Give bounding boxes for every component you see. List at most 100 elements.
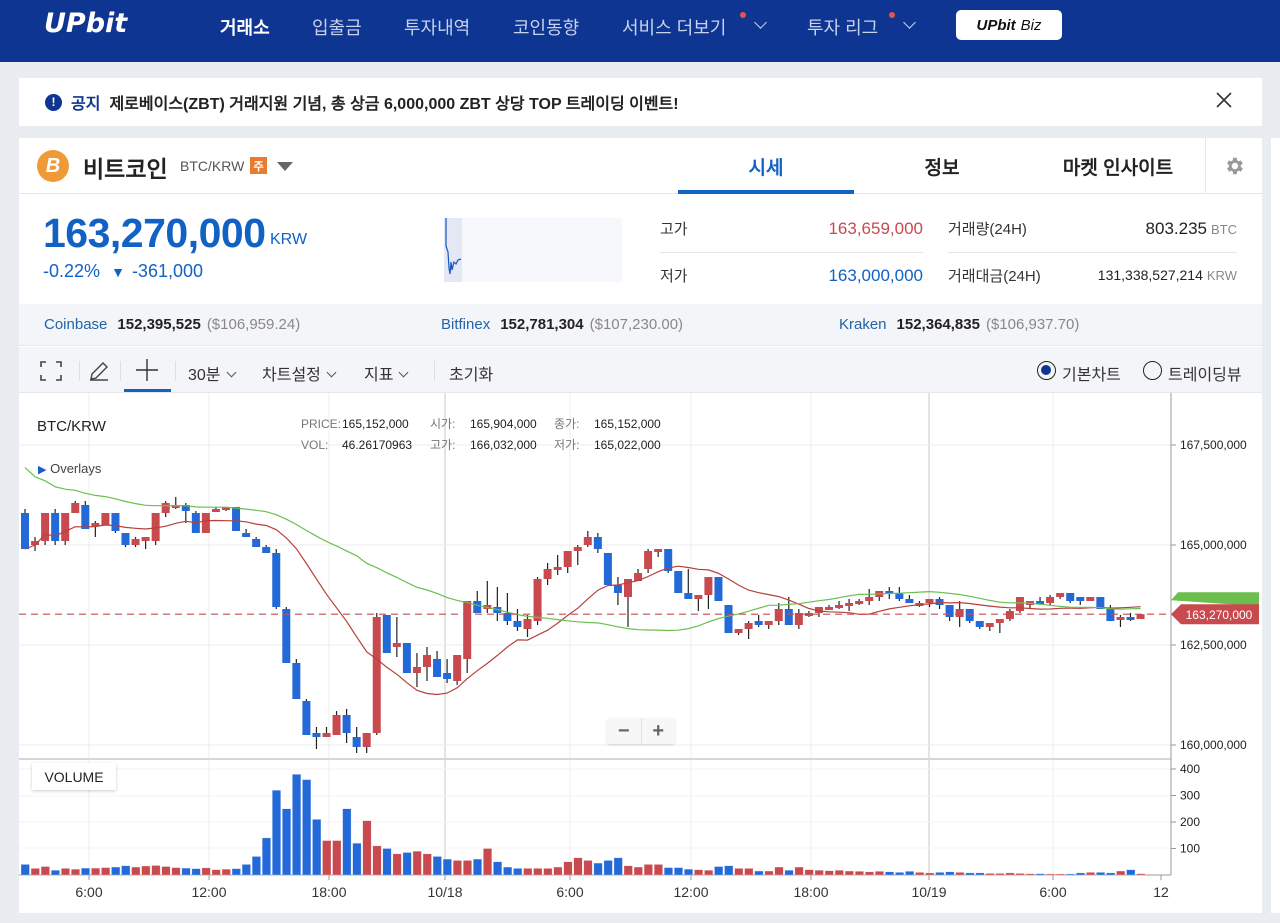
crosshair-icon[interactable] bbox=[136, 359, 158, 381]
new-badge-dot bbox=[889, 12, 895, 18]
ohlc-info: PRICE:165,152,000 시가: 165,904,000 종가: 165,15… bbox=[301, 414, 661, 456]
divider bbox=[434, 361, 435, 381]
divider bbox=[175, 361, 176, 381]
price-unit: KRW bbox=[270, 231, 308, 248]
svg-text:160,000,000: 160,000,000 bbox=[1180, 738, 1247, 752]
reset-button[interactable]: 초기화 bbox=[449, 367, 494, 384]
bitcoin-icon: B bbox=[37, 150, 69, 182]
down-arrow-icon: ▼ bbox=[111, 264, 125, 280]
nav-item-4[interactable]: 서비스 더보기 bbox=[622, 18, 727, 38]
active-tool-indicator bbox=[124, 389, 171, 392]
exchange-name[interactable]: Bitfinex bbox=[441, 316, 491, 333]
exchange-krw: 152,395,525 bbox=[117, 316, 201, 333]
info-low: 165,022,000 bbox=[594, 438, 661, 452]
high-label: 고가 bbox=[660, 221, 688, 238]
svg-text:167,500,000: 167,500,000 bbox=[1180, 438, 1247, 452]
indicators-label: 지표 bbox=[364, 367, 394, 384]
svg-text:18:00: 18:00 bbox=[311, 884, 346, 900]
high-value: 163,659,000 bbox=[828, 219, 923, 238]
svg-text:162,500,000: 162,500,000 bbox=[1180, 638, 1247, 652]
chevron-down-icon[interactable] bbox=[754, 16, 767, 29]
exchange-usd: ($107,230.00) bbox=[589, 316, 684, 333]
trading-view-label[interactable]: 트레이딩뷰 bbox=[1168, 367, 1242, 384]
zoom-out-button[interactable]: − bbox=[607, 718, 642, 744]
upbit-biz-button[interactable]: UPbit Biz bbox=[956, 10, 1062, 40]
overlays-toggle[interactable]: ▶ Overlays bbox=[38, 461, 101, 476]
coin-dropdown-icon[interactable] bbox=[277, 162, 293, 171]
radio-basic-chart[interactable] bbox=[1037, 361, 1056, 380]
exchange-krw: 152,781,304 bbox=[500, 316, 584, 333]
coin-header: B 비트코인 BTC/KRW 주 시세 정보 마켓 인사이트 bbox=[19, 138, 1262, 194]
current-price: 163,270,000 bbox=[43, 210, 266, 256]
chevron-down-icon bbox=[326, 367, 337, 378]
chart-settings-label: 차트설정 bbox=[262, 367, 321, 384]
caution-badge: 주 bbox=[250, 157, 267, 174]
volume-24h-value: 803.235 bbox=[1145, 219, 1207, 238]
nav-item-2[interactable]: 투자내역 bbox=[404, 18, 471, 38]
svg-text:165,000,000: 165,000,000 bbox=[1180, 538, 1247, 552]
close-icon[interactable] bbox=[1214, 90, 1234, 110]
exchange-usd: ($106,937.70) bbox=[985, 316, 1080, 333]
svg-text:300: 300 bbox=[1180, 789, 1200, 803]
low-label: 저가 bbox=[660, 268, 688, 285]
exchange-name[interactable]: Coinbase bbox=[44, 316, 108, 333]
svg-text:6:00: 6:00 bbox=[75, 884, 102, 900]
value-24h-label: 거래대금(24H) bbox=[948, 268, 1041, 285]
nav-item-1[interactable]: 입출금 bbox=[312, 18, 362, 38]
chart-toolbar: 30분 차트설정 지표 초기화 기본차트 트레이딩뷰 bbox=[19, 347, 1262, 393]
svg-text:200: 200 bbox=[1180, 815, 1200, 829]
basic-chart-label[interactable]: 기본차트 bbox=[1062, 367, 1121, 384]
exchange-kraken: Kraken 152,364,835 ($106,937.70) bbox=[839, 316, 1079, 333]
info-open: 165,904,000 bbox=[470, 417, 537, 431]
divider bbox=[120, 361, 121, 381]
coin-pair: BTC/KRW bbox=[180, 158, 245, 174]
zoom-in-button[interactable]: + bbox=[652, 719, 665, 742]
tab-price[interactable]: 시세 bbox=[748, 157, 784, 179]
svg-text:6:00: 6:00 bbox=[556, 884, 583, 900]
fullscreen-icon[interactable] bbox=[40, 361, 62, 381]
top-navigation: UPbit 거래소 입출금 투자내역 코인동향 서비스 더보기 투자 리그 UPbit B… bbox=[0, 0, 1280, 62]
value-unit: KRW bbox=[1206, 268, 1237, 283]
svg-text:10/19: 10/19 bbox=[911, 884, 946, 900]
radio-trading-view[interactable] bbox=[1143, 361, 1162, 380]
exchange-krw: 152,364,835 bbox=[896, 316, 980, 333]
interval-dropdown[interactable]: 30분 bbox=[188, 361, 236, 385]
tab-info[interactable]: 정보 bbox=[924, 157, 960, 179]
indicators-dropdown[interactable]: 지표 bbox=[364, 361, 409, 385]
notice-banner[interactable]: ! 공지 제로베이스(ZBT) 거래지원 기념, 총 상금 6,000,000 … bbox=[19, 78, 1262, 126]
chart-settings-dropdown[interactable]: 차트설정 bbox=[262, 361, 337, 385]
divider bbox=[79, 361, 80, 381]
info-vol: 46.26170963 bbox=[342, 438, 413, 452]
overlays-label: Overlays bbox=[50, 461, 102, 476]
nav-item-3[interactable]: 코인동향 bbox=[513, 18, 580, 38]
change-percent: -0.22% bbox=[43, 261, 101, 281]
nav-item-5[interactable]: 투자 리그 bbox=[807, 18, 879, 38]
info-low-label: 저가: bbox=[554, 438, 580, 452]
nav-item-0[interactable]: 거래소 bbox=[220, 18, 270, 38]
svg-text:12: 12 bbox=[1153, 884, 1169, 900]
chevron-down-icon[interactable] bbox=[903, 16, 916, 29]
active-tab-indicator bbox=[678, 190, 854, 194]
exchange-name[interactable]: Kraken bbox=[839, 316, 887, 333]
candlestick-chart[interactable]: 167,500,000 165,000,000 162,500,000 160,000… bbox=[19, 393, 1262, 913]
coin-name[interactable]: 비트코인 bbox=[83, 156, 168, 182]
svg-text:10/18: 10/18 bbox=[427, 884, 462, 900]
side-panel-edge bbox=[1271, 138, 1280, 913]
change-amount: -361,000 bbox=[131, 261, 203, 281]
notice-message[interactable]: 제로베이스(ZBT) 거래지원 기념, 총 상금 6,000,000 ZBT 상… bbox=[109, 96, 679, 113]
info-high: 166,032,000 bbox=[470, 438, 537, 452]
settings-button[interactable] bbox=[1205, 138, 1262, 194]
divider bbox=[948, 252, 1237, 253]
chevron-down-icon bbox=[399, 367, 409, 378]
exchange-usd: ($106,959.24) bbox=[206, 316, 301, 333]
pencil-icon[interactable] bbox=[87, 359, 111, 383]
info-vol-label: VOL: bbox=[301, 438, 329, 452]
notice-info-icon: ! bbox=[45, 93, 62, 111]
exchange-bitfinex: Bitfinex 152,781,304 ($107,230.00) bbox=[441, 316, 683, 333]
upbit-logo[interactable]: UPbit bbox=[44, 8, 128, 39]
info-close: 165,152,000 bbox=[594, 417, 661, 431]
svg-text:18:00: 18:00 bbox=[793, 884, 828, 900]
svg-text:12:00: 12:00 bbox=[191, 884, 226, 900]
notice-tag: 공지 bbox=[71, 96, 101, 113]
tab-market-insight[interactable]: 마켓 인사이트 bbox=[1062, 157, 1174, 179]
